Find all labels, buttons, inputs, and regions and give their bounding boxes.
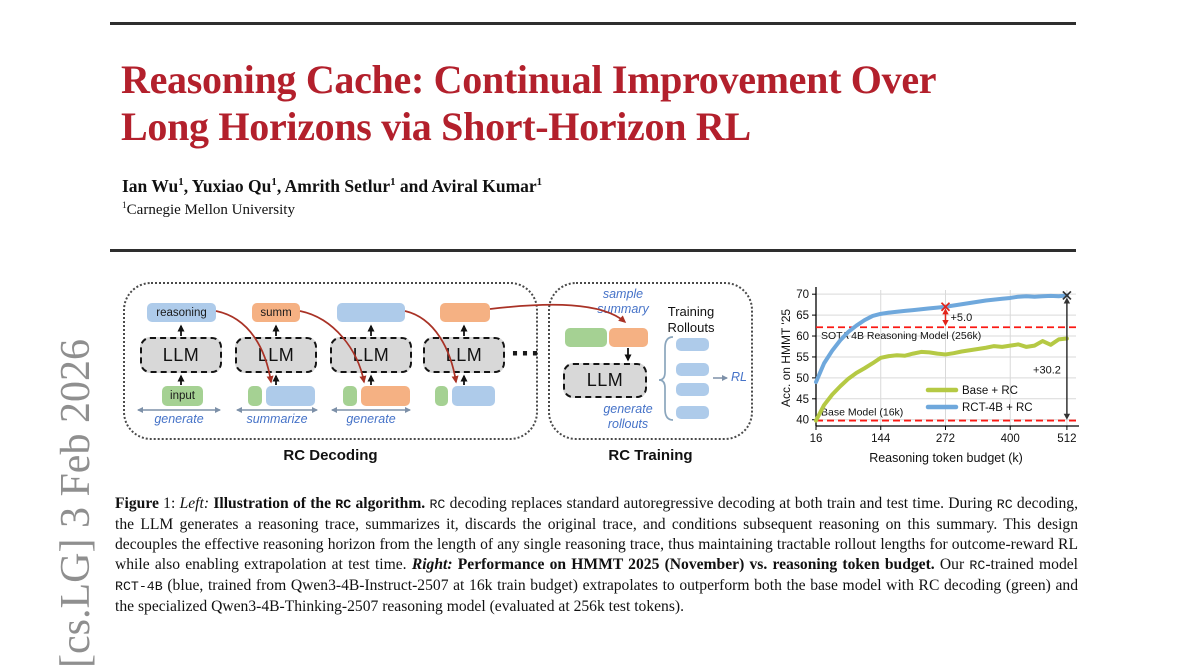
context-input-box-3	[435, 386, 448, 406]
rc-training-caption: RC Training	[608, 447, 693, 464]
train-summary-box	[609, 328, 648, 347]
svg-text:RCT-4B + RC: RCT-4B + RC	[962, 402, 1033, 414]
step-label-summarize: summarize	[246, 412, 308, 426]
llm-box-4: LLM	[423, 337, 505, 373]
svg-text:272: 272	[936, 433, 955, 445]
svg-text:+30.2: +30.2	[1033, 365, 1061, 377]
page-title-line1: Reasoning Cache: Continual Improvement O…	[121, 57, 937, 102]
svg-text:50: 50	[796, 373, 809, 385]
svg-text:144: 144	[871, 433, 891, 445]
reasoning-box: reasoning	[147, 303, 216, 322]
svg-text:400: 400	[1001, 433, 1020, 445]
training-rollouts-label-line1: Training	[667, 304, 715, 319]
llm-label: LLM	[352, 344, 390, 365]
rollout-box-2	[676, 363, 709, 376]
figure-caption: Figure 1: Left: Illustration of the RC a…	[115, 495, 1078, 615]
paper-page: { "header": { "title_line1": "Reasoning …	[53, 22, 1082, 668]
input-box: input	[162, 386, 203, 406]
summary-box-2	[440, 303, 490, 322]
svg-text:Base + RC: Base + RC	[962, 385, 1018, 397]
llm-label: LLM	[586, 370, 624, 390]
reasoning-box-2	[337, 303, 405, 322]
rc-decoding-caption: RC Decoding	[283, 447, 378, 464]
top-rule	[110, 22, 1076, 25]
generate-rollouts-label-line2: rollouts	[607, 417, 649, 431]
reasoning-box-label: reasoning	[156, 306, 207, 319]
rc-training-diagram	[548, 282, 753, 440]
step-label-generate-2: generate	[346, 412, 396, 426]
llm-box-training: LLM	[563, 363, 647, 398]
llm-box-2: LLM	[235, 337, 317, 373]
context-reasoning-box-2	[452, 386, 495, 406]
context-reasoning-box	[266, 386, 315, 406]
summary-box-label: summ	[260, 306, 292, 319]
context-input-box	[248, 386, 262, 406]
rc-decoding-diagram	[123, 282, 538, 440]
svg-text:Reasoning token budget (k): Reasoning token budget (k)	[869, 451, 1023, 465]
svg-text:16: 16	[810, 433, 823, 445]
rl-label: RL	[731, 370, 747, 384]
svg-text:+5.0: +5.0	[950, 312, 972, 324]
rollout-box-3	[676, 383, 709, 396]
rollout-box-1	[676, 338, 709, 351]
continuation-ellipsis-icon: ⋯	[510, 337, 540, 370]
input-box-label: input	[170, 390, 195, 402]
context-summary-box	[361, 386, 410, 406]
page-title: Reasoning Cache: Continual Improvement O…	[121, 56, 937, 150]
svg-text:45: 45	[796, 394, 809, 406]
sample-summary-label-line1: sample	[602, 287, 644, 301]
step-label-generate-1: generate	[154, 412, 204, 426]
svg-text:Acc. on HMMT '25: Acc. on HMMT '25	[780, 309, 793, 407]
header-rule	[110, 249, 1076, 252]
svg-text:70: 70	[796, 289, 809, 301]
svg-text:512: 512	[1057, 433, 1076, 445]
train-input-box	[565, 328, 607, 347]
svg-text:60: 60	[796, 331, 809, 343]
arxiv-side-label: [cs.LG] 3 Feb 2026	[53, 339, 99, 668]
generate-rollouts-label-line1: generate	[603, 402, 653, 416]
summary-box: summ	[252, 303, 300, 322]
llm-box-1: LLM	[140, 337, 222, 373]
svg-text:55: 55	[796, 352, 809, 364]
llm-label: LLM	[445, 344, 483, 365]
context-input-box-2	[343, 386, 357, 406]
llm-box-3: LLM	[330, 337, 412, 373]
rollout-box-4	[676, 406, 709, 419]
figure-panel: reasoning LLM input generate summ LLM su…	[120, 280, 1082, 480]
svg-text:40: 40	[796, 415, 809, 427]
llm-label: LLM	[257, 344, 295, 365]
authors-line: Ian Wu1, Yuxiao Qu1, Amrith Setlur1 and …	[122, 176, 543, 196]
llm-label: LLM	[162, 344, 200, 365]
svg-text:Base Model (16k): Base Model (16k)	[821, 407, 903, 419]
page-title-line2: Long Horizons via Short-Horizon RL	[121, 104, 751, 149]
training-rollouts-label-line2: Rollouts	[667, 320, 715, 335]
affiliation-line: 1Carnegie Mellon University	[122, 201, 295, 218]
svg-text:SOTA 4B Reasoning Model (256k): SOTA 4B Reasoning Model (256k)	[821, 330, 981, 342]
svg-text:65: 65	[796, 310, 809, 322]
accuracy-chart: 16 144 272 400 512 40 45 50 55 60 65 70 Reasoning to…	[780, 287, 1079, 465]
